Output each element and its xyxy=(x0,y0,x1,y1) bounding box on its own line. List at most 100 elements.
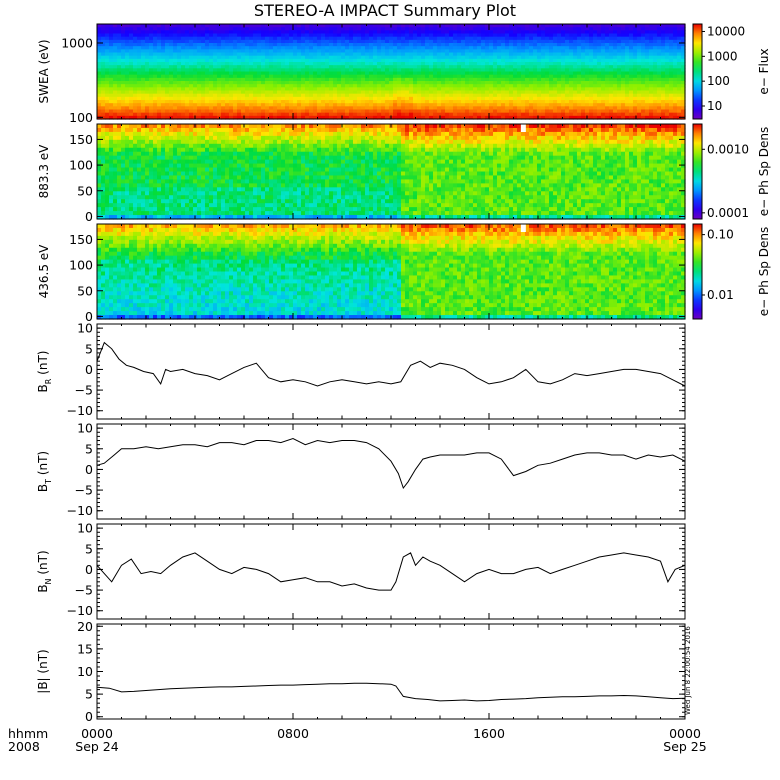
spectrogram-cell xyxy=(497,39,502,44)
spectrogram-cell xyxy=(149,155,154,161)
spectrogram-cell xyxy=(353,100,358,104)
spectrogram-cell xyxy=(565,112,570,117)
spectrogram-cell xyxy=(337,84,342,88)
spectrogram-cell xyxy=(541,106,546,111)
spectrogram-cell xyxy=(177,115,182,120)
spectrogram-cell xyxy=(349,36,354,41)
spectrogram-cell xyxy=(293,30,298,35)
spectrogram-cell xyxy=(545,52,550,57)
colorbar-tick-label: 0.10 xyxy=(707,228,734,242)
spectrogram-cell xyxy=(597,71,602,76)
spectrogram-cell xyxy=(213,93,218,98)
spectrogram-cell xyxy=(561,30,566,35)
spectrogram-cell xyxy=(625,49,630,54)
spectrogram-cell xyxy=(97,183,102,188)
spectrogram-cell xyxy=(133,33,138,38)
spectrogram-cell xyxy=(165,93,170,98)
spectrogram-cell xyxy=(301,71,306,76)
spectrogram-cell xyxy=(121,103,126,107)
spectrogram-cell xyxy=(617,27,622,31)
spectrogram-cell xyxy=(321,46,326,50)
spectrogram-cell xyxy=(289,46,294,50)
spectrogram-cell xyxy=(409,62,414,66)
spectrogram-cell xyxy=(473,100,478,104)
spectrogram-cell xyxy=(165,27,170,31)
spectrogram-cell xyxy=(377,30,382,35)
spectrogram-cell xyxy=(385,65,390,69)
spectrogram-cell xyxy=(433,103,438,107)
spectrogram-cell xyxy=(241,62,246,66)
spectrogram-cell xyxy=(109,68,114,73)
spectrogram-cell xyxy=(237,36,242,41)
spectrogram-cell xyxy=(301,33,306,38)
spectrogram-cell xyxy=(305,77,310,82)
spectrogram-cell xyxy=(333,77,338,82)
spectrogram-cell xyxy=(661,71,666,76)
spectrogram-cell xyxy=(121,124,126,129)
spectrogram-cell xyxy=(325,39,330,44)
spectrogram-cell xyxy=(113,49,118,54)
spectrogram-cell xyxy=(397,52,402,57)
spectrogram-cell xyxy=(321,106,326,111)
spectrogram-cell xyxy=(545,27,550,31)
spectrogram-cell xyxy=(493,52,498,57)
spectrogram-cell xyxy=(177,211,182,216)
spectrogram-cell xyxy=(273,46,278,50)
spectrogram-cell xyxy=(389,68,394,73)
spectrogram-cell xyxy=(637,27,642,31)
spectrogram-cell xyxy=(157,65,162,69)
spectrogram-cell xyxy=(169,87,174,92)
spectrogram-cell xyxy=(221,112,226,117)
spectrogram-cell xyxy=(585,77,590,82)
spectrogram-cell xyxy=(265,49,270,54)
spectrogram-cell xyxy=(365,77,370,82)
spectrogram-cell xyxy=(477,52,482,57)
spectrogram-cell xyxy=(381,39,386,44)
spectrogram-cell xyxy=(137,36,142,41)
spectrogram-cell xyxy=(397,65,402,69)
spectrogram-cell xyxy=(461,115,466,120)
spectrogram-cell xyxy=(637,106,642,111)
spectrogram-cell xyxy=(393,33,398,38)
spectrogram-cell xyxy=(533,52,538,57)
spectrogram-cell xyxy=(129,46,134,50)
spectrogram-cell xyxy=(669,43,674,47)
spectrogram-cell xyxy=(141,39,146,44)
spectrogram-cell xyxy=(361,106,366,111)
spectrogram-cell xyxy=(625,96,630,101)
spectrogram-cell xyxy=(645,52,650,57)
spectrogram-cell xyxy=(153,62,158,66)
spectrogram-cell xyxy=(585,65,590,69)
spectrogram-cell xyxy=(369,77,374,82)
spectrogram-cell xyxy=(649,30,654,35)
spectrogram-cell xyxy=(273,68,278,73)
spectrogram-cell xyxy=(681,103,686,107)
spectrogram-cell xyxy=(353,43,358,47)
spectrogram-cell xyxy=(97,103,102,107)
spectrogram-cell xyxy=(649,55,654,60)
spectrogram-cell xyxy=(637,62,642,66)
spectrogram-cell xyxy=(357,115,362,120)
spectrogram-cell xyxy=(149,39,154,44)
spectrogram-cell xyxy=(397,30,402,35)
spectrogram-cell xyxy=(341,46,346,50)
spectrogram-cell xyxy=(429,24,434,28)
spectrogram-cell xyxy=(637,55,642,60)
spectrogram-cell xyxy=(177,36,182,41)
spectrogram-cell xyxy=(333,115,338,120)
spectrogram-cell xyxy=(329,58,334,63)
spectrogram-cell xyxy=(261,84,266,88)
spectrogram-cell xyxy=(169,68,174,73)
spectrogram-cell xyxy=(225,115,230,120)
spectrogram-cell xyxy=(221,43,226,47)
spectrogram-cell xyxy=(509,36,514,41)
spectrogram-cell xyxy=(193,93,198,98)
spectrogram-cell xyxy=(145,203,150,208)
spectrogram-cell xyxy=(673,84,678,88)
spectrogram-cell xyxy=(117,87,122,92)
spectrogram-cell xyxy=(509,55,514,60)
spectrogram-cell xyxy=(589,68,594,73)
spectrogram-cell xyxy=(141,191,146,196)
spectrogram-cell xyxy=(253,49,258,54)
spectrogram-cell xyxy=(337,62,342,66)
